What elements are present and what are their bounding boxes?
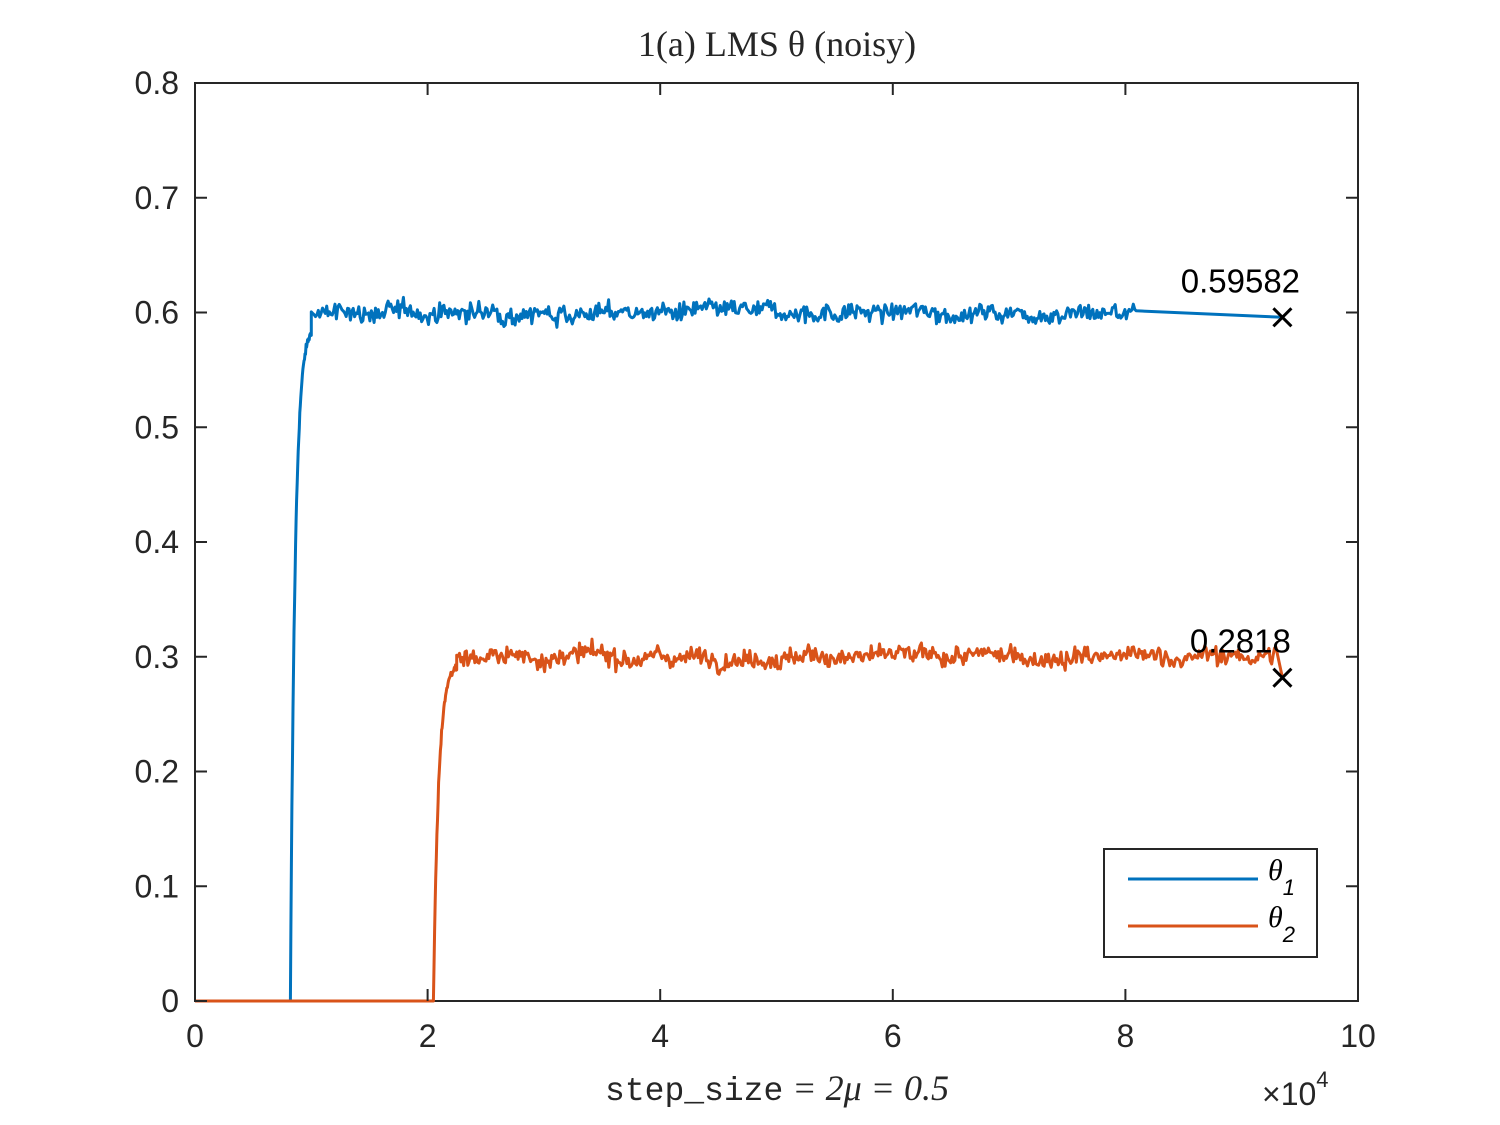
ticks-layer: 0 2 4 6 8 10 0 0.1 0.2 0.3 0.4 0.5 0.6 0.7 0.8: [135, 65, 1376, 1054]
legend-box: [1103, 848, 1318, 958]
final-marker-theta1: [1272, 307, 1293, 328]
annotation-layer: 0.59582 0.2818: [1181, 262, 1300, 688]
y-tick-label: 0.2: [135, 754, 179, 790]
x-tick-label: 10: [1340, 1018, 1376, 1054]
y-tick-label: 0.6: [135, 295, 179, 331]
x-tick-label: 4: [651, 1018, 669, 1054]
legend: θ1 θ2: [1103, 848, 1318, 958]
x-axis-label: step_size = 2μ = 0.5: [605, 1068, 949, 1110]
final-value-label-theta2: 0.2818: [1190, 623, 1291, 660]
x-tick-label: 6: [884, 1018, 902, 1054]
legend-label-theta2-sub: 2: [1282, 922, 1295, 947]
y-tick-label: 0.4: [135, 524, 179, 560]
plot-area: 0 2 4 6 8 10 0 0.1 0.2 0.3 0.4 0.5 0.6 0.7 0.8 0.59582…: [135, 65, 1376, 1054]
x-axis-label-mono: step_size: [605, 1073, 783, 1110]
legend-label-theta2: θ2: [1268, 901, 1295, 947]
y-tick-label: 0.7: [135, 180, 179, 216]
x-tick-label: 0: [186, 1018, 204, 1054]
final-value-label-theta1: 0.59582: [1181, 262, 1300, 299]
legend-label-theta1-name: θ: [1268, 854, 1283, 887]
y-tick-label: 0: [161, 983, 179, 1019]
x-axis-multiplier-base: ×10: [1262, 1076, 1316, 1112]
legend-label-theta1: θ1: [1268, 854, 1295, 900]
legend-label-theta1-sub: 1: [1283, 875, 1295, 900]
x-tick-label: 2: [419, 1018, 437, 1054]
x-axis-label-math: = 2μ = 0.5: [783, 1068, 949, 1108]
y-tick-label: 0.5: [135, 409, 179, 445]
y-tick-label: 0.1: [135, 868, 179, 904]
series-line-theta2: [195, 637, 1284, 1003]
final-marker-theta2: [1272, 667, 1293, 688]
chart-title: 1(a) LMS θ (noisy): [638, 24, 916, 64]
x-tick-label: 8: [1117, 1018, 1135, 1054]
x-axis-multiplier: ×104: [1262, 1067, 1329, 1112]
x-axis-multiplier-exponent: 4: [1316, 1067, 1328, 1092]
legend-label-theta2-name: θ: [1268, 901, 1283, 934]
series-layer: [195, 295, 1284, 1003]
y-tick-label: 0.3: [135, 639, 179, 675]
y-tick-label: 0.8: [135, 65, 179, 101]
series-line-theta1: [195, 295, 1283, 1003]
